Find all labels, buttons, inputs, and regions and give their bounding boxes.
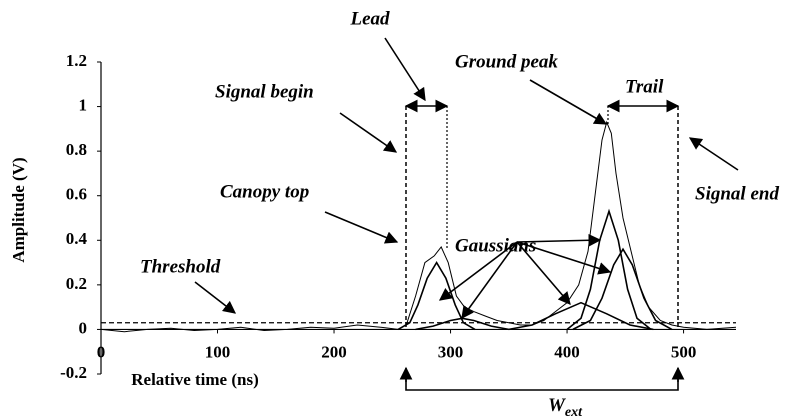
annotation: Trail xyxy=(625,76,664,97)
x-tick-label: 100 xyxy=(205,342,231,361)
y-tick-label: 1 xyxy=(79,95,88,114)
x-tick-label: 300 xyxy=(438,342,464,361)
annotation: Threshold xyxy=(140,256,221,277)
annotation: Gaussians xyxy=(455,235,536,256)
annotation: Signal begin xyxy=(215,81,314,102)
waveform xyxy=(100,120,737,333)
y-tick-label: 0.8 xyxy=(66,140,87,159)
annotation: Wext xyxy=(548,395,583,418)
x-tick-label: 0 xyxy=(97,342,106,361)
gaussian xyxy=(397,261,476,331)
annotation: Signal end xyxy=(695,183,779,204)
y-tick-label: 0.6 xyxy=(66,185,87,204)
gaussian xyxy=(415,317,509,331)
annotation-arrows xyxy=(194,37,739,391)
y-tick-label: 0.4 xyxy=(66,229,88,248)
x-axis-label: Relative time (ns) xyxy=(131,370,258,389)
x-tick-label: 200 xyxy=(321,342,347,361)
y-axis-label: Amplitude (V) xyxy=(9,157,28,262)
annotation-main: W xyxy=(548,395,566,416)
y-tick-label: 0.2 xyxy=(66,274,87,293)
annotation-subscript: ext xyxy=(565,405,583,418)
annotation: Ground peak xyxy=(455,51,558,72)
annotation: Lead xyxy=(349,8,390,29)
gaussian xyxy=(566,208,652,331)
y-tick-label: -0.2 xyxy=(60,363,87,382)
annotation: Canopy top xyxy=(220,181,309,202)
x-tick-label: 400 xyxy=(554,342,580,361)
gaussian xyxy=(572,247,673,331)
y-tick-label: 0 xyxy=(79,318,88,337)
y-tick-label: 1.2 xyxy=(66,51,87,70)
gaussian xyxy=(508,301,654,331)
x-tick-label: 500 xyxy=(671,342,697,361)
